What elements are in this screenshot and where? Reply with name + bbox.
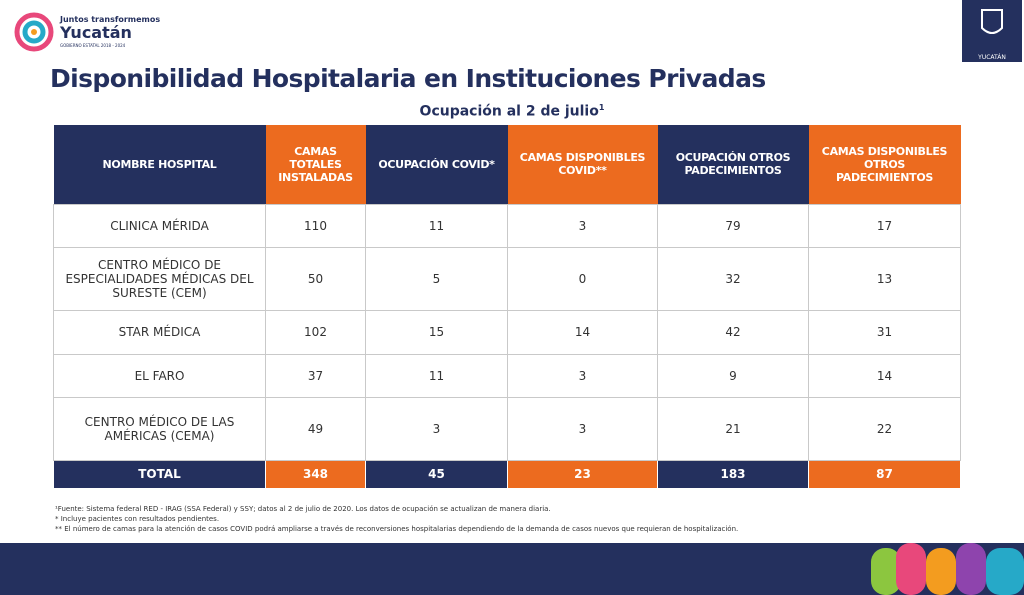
footnote: ** El número de camas para la atención d…: [55, 525, 739, 533]
cell-value: 5: [365, 246, 508, 311]
column-header: CAMAS TOTALES INSTALADAS: [265, 125, 366, 204]
total-label: TOTAL: [53, 459, 266, 489]
cell-value: 32: [657, 246, 809, 311]
cell-value: 79: [657, 203, 809, 248]
cell-value: 31: [808, 309, 961, 355]
cell-value: 22: [808, 396, 961, 461]
hospital-name: STAR MÉDICA: [53, 309, 266, 355]
seal-icon: [981, 9, 1003, 34]
cell-value: 11: [365, 203, 508, 248]
cell-value: 102: [265, 309, 366, 355]
cell-value: 21: [657, 396, 809, 461]
footer-decoration: [871, 543, 1024, 595]
logo-tagline: Juntos transformemos: [60, 15, 161, 24]
cell-value: 15: [365, 309, 508, 355]
cell-value: 0: [507, 246, 658, 311]
subtitle: Ocupación al 2 de julio1: [0, 103, 1024, 120]
cell-value: 37: [265, 353, 366, 398]
hospital-name: CENTRO MÉDICO DE LAS AMÉRICAS (CEMA): [53, 396, 266, 461]
total-value: 45: [365, 459, 508, 489]
cell-value: 17: [808, 203, 961, 248]
total-value: 87: [808, 459, 961, 489]
cell-value: 13: [808, 246, 961, 311]
column-header: OCUPACIÓN OTROS PADECIMIENTOS: [657, 125, 809, 204]
subtitle-note: 1: [598, 103, 605, 112]
table-row: CENTRO MÉDICO DE ESPECIALIDADES MÉDICAS …: [53, 246, 961, 311]
cell-value: 11: [365, 353, 508, 398]
hospital-name: CLINICA MÉRIDA: [53, 203, 266, 248]
cell-value: 3: [507, 353, 658, 398]
table-row: STAR MÉDICA 102 15 14 42 31: [53, 309, 961, 355]
cell-value: 9: [657, 353, 809, 398]
cell-value: 3: [507, 396, 658, 461]
footnote: ¹Fuente: Sistema federal RED - IRAG (SSA…: [55, 505, 551, 513]
total-row: TOTAL 348 45 23 183 87: [53, 459, 961, 489]
logo-subtitle: GOBIERNO ESTATAL 2018 - 2024: [60, 43, 126, 48]
footnote: * Incluye pacientes con resultados pendi…: [55, 515, 220, 523]
hospital-name: CENTRO MÉDICO DE ESPECIALIDADES MÉDICAS …: [53, 246, 266, 311]
table-row: CLINICA MÉRIDA 110 11 3 79 17: [53, 203, 961, 248]
column-header: CAMAS DISPONIBLES OTROS PADECIMIENTOS: [808, 125, 961, 204]
logo-icon: [14, 12, 54, 52]
total-value: 23: [507, 459, 658, 489]
table-row: EL FARO 37 11 3 9 14: [53, 353, 961, 398]
cell-value: 110: [265, 203, 366, 248]
cell-value: 3: [507, 203, 658, 248]
cell-value: 42: [657, 309, 809, 355]
title: Disponibilidad Hospitalaria en Instituci…: [50, 64, 766, 93]
cell-value: 14: [808, 353, 961, 398]
cell-value: 14: [507, 309, 658, 355]
cell-value: 3: [365, 396, 508, 461]
seal-label: YUCATÁN: [978, 54, 1006, 61]
total-value: 183: [657, 459, 809, 489]
table-row: CENTRO MÉDICO DE LAS AMÉRICAS (CEMA) 49 3 3…: [53, 396, 961, 461]
header-row: NOMBRE HOSPITAL CAMAS TOTALES INSTALADAS O…: [53, 125, 961, 204]
logo-name: Yucatán: [60, 23, 132, 42]
footer-band: [0, 543, 1024, 595]
column-header: CAMAS DISPONIBLES COVID**: [507, 125, 658, 204]
hospital-name: EL FARO: [53, 353, 266, 398]
column-header: OCUPACIÓN COVID*: [365, 125, 508, 204]
column-header: NOMBRE HOSPITAL: [53, 125, 266, 204]
subtitle-text: Ocupación al 2 de julio: [419, 103, 599, 120]
cell-value: 50: [265, 246, 366, 311]
seal-box: YUCATÁN: [962, 0, 1022, 62]
hospital-table: NOMBRE HOSPITAL CAMAS TOTALES INSTALADAS O…: [53, 125, 961, 489]
total-value: 348: [265, 459, 366, 489]
cell-value: 49: [265, 396, 366, 461]
